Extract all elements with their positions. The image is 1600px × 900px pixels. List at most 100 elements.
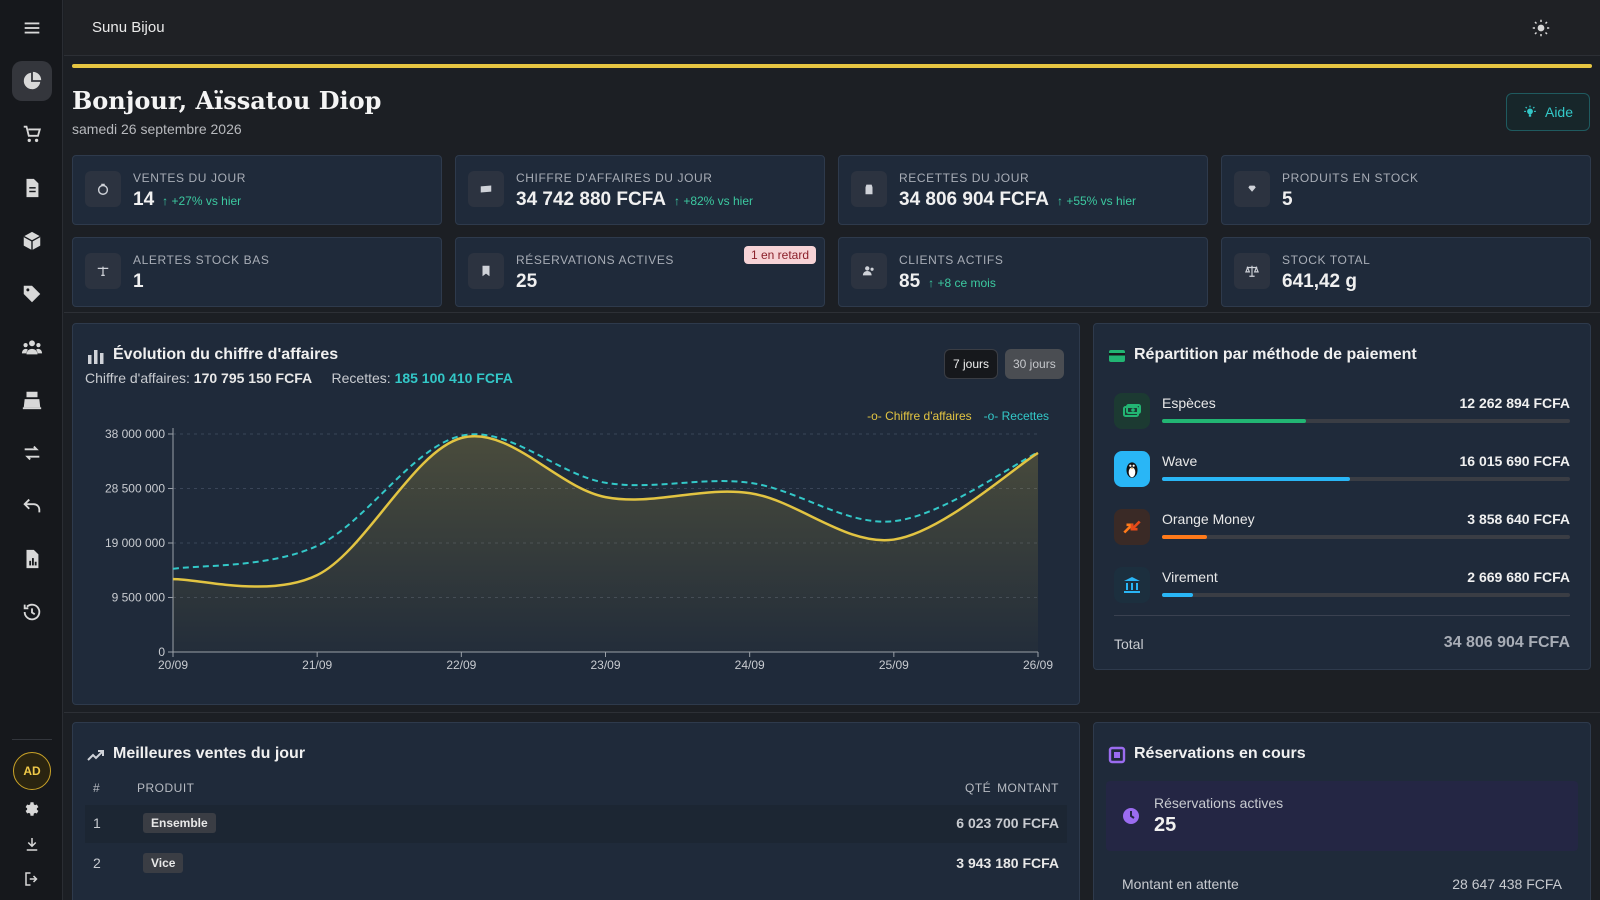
col-header-amount: MONTANT: [997, 781, 1059, 795]
stat-label: Chiffre d'affaires du jour: [516, 171, 713, 185]
users-icon: [21, 340, 43, 355]
chart-legend: -o- Chiffre d'affaires -o- Recettes: [867, 409, 1049, 423]
payment-bar: [1162, 593, 1570, 597]
stat-card-revenue: Chiffre d'affaires du jour 34 742 880 FC…: [455, 155, 825, 225]
sidebar-item-products[interactable]: [12, 221, 52, 261]
bar-chart-icon: [88, 350, 104, 364]
sun-icon: [1532, 19, 1550, 37]
payment-amount: 12 262 894 FCFA: [1459, 395, 1570, 411]
tab-7-days[interactable]: 7 jours: [944, 349, 999, 379]
reservations-title: Réservations en cours: [1134, 745, 1306, 762]
pie-chart-icon: [23, 71, 42, 90]
stat-value: 25: [516, 271, 538, 292]
payment-total-label: Total: [1114, 636, 1144, 652]
avatar[interactable]: AD: [13, 752, 51, 790]
page-date: samedi 26 septembre 2026: [72, 121, 242, 137]
logout-button[interactable]: [12, 859, 52, 899]
scale-icon: [1234, 253, 1270, 289]
stat-trend: ↑ +82% vs hier: [673, 194, 754, 208]
table-row[interactable]: 2 Vice 3 943 180 FCFA: [85, 845, 1067, 883]
y-tick-label: 19 000 000: [105, 536, 165, 550]
pending-amount-value: 28 647 438 FCFA: [1452, 876, 1562, 892]
stat-card-clients: Clients actifs 85 ↑ +8 ce mois: [838, 237, 1208, 307]
cash-icon: [468, 171, 504, 207]
wallet-icon: [851, 171, 887, 207]
transfer-icon: [24, 445, 40, 461]
payment-bar-fill: [1162, 477, 1350, 481]
row-amount: 3 943 180 FCFA: [956, 855, 1059, 871]
sidebar-item-transfers[interactable]: [12, 433, 52, 473]
download-button[interactable]: [12, 824, 52, 864]
row-rank: 1: [93, 815, 101, 831]
legend-ca: -o- Chiffre d'affaires: [867, 409, 972, 423]
active-reservations-value: 25: [1154, 814, 1177, 836]
tab-30-days[interactable]: 30 jours: [1005, 349, 1064, 379]
y-tick-label: 38 000 000: [105, 427, 165, 441]
x-tick-label: 20/09: [158, 658, 188, 672]
topbar: Sunu Bijou: [64, 0, 1600, 56]
page-title: Bonjour, Aïssatou Diop: [72, 86, 382, 115]
series-ca-area: [173, 436, 1038, 652]
reservations-panel: Réservations en cours Réservations activ…: [1093, 722, 1591, 900]
payment-bar: [1162, 535, 1570, 539]
help-button[interactable]: Aide: [1506, 93, 1590, 131]
payment-bar: [1162, 419, 1570, 423]
sidebar-item-dashboard[interactable]: [12, 61, 52, 101]
accent-line: [72, 64, 1592, 68]
payment-method-especes: Espèces 12 262 894 FCFA: [1114, 393, 1570, 439]
table-row[interactable]: 1 Ensemble 6 023 700 FCFA: [85, 805, 1067, 843]
stat-card-products: Produits en stock 5: [1221, 155, 1591, 225]
sidebar-item-sales[interactable]: [12, 114, 52, 154]
stat-value: 14 ↑ +27% vs hier: [133, 189, 242, 210]
bookmark-icon: [468, 253, 504, 289]
stat-value: 5: [1282, 189, 1293, 210]
lightbulb-icon: [1524, 105, 1536, 117]
sidebar-item-returns[interactable]: [12, 486, 52, 526]
payment-panel: Répartition par méthode de paiement Espè…: [1093, 323, 1591, 670]
x-tick-label: 26/09: [1023, 658, 1053, 672]
logout-icon: [25, 872, 38, 886]
sidebar-item-history[interactable]: [12, 592, 52, 632]
sidebar: AD: [0, 0, 63, 900]
pending-amount-label: Montant en attente: [1122, 876, 1239, 892]
penguin-icon: [1114, 451, 1150, 487]
active-reservations-box[interactable]: Réservations actives 25: [1106, 781, 1578, 851]
payment-total-divider: [1114, 615, 1570, 616]
stat-label: Produits en stock: [1282, 171, 1419, 185]
stat-value: 1: [133, 271, 144, 292]
stat-card-receipts: Recettes du jour 34 806 904 FCFA ↑ +55% v…: [838, 155, 1208, 225]
payment-bar-fill: [1162, 535, 1208, 539]
return-icon: [23, 498, 41, 513]
sidebar-item-categories[interactable]: [12, 274, 52, 314]
gear-icon: [25, 802, 39, 816]
stat-label: Clients actifs: [899, 253, 1004, 267]
stat-trend: ↑ +8 ce mois: [928, 276, 996, 290]
stat-trend: ↑ +55% vs hier: [1056, 194, 1137, 208]
box-icon: [23, 231, 41, 251]
settings-button[interactable]: [12, 789, 52, 829]
orange-money-icon: [1114, 509, 1150, 545]
theme-toggle-button[interactable]: [1530, 17, 1552, 39]
y-tick-label: 28 500 000: [105, 482, 165, 496]
payment-amount: 2 669 680 FCFA: [1467, 569, 1570, 585]
series-ca-line: [172, 435, 1039, 588]
sidebar-item-clients[interactable]: [12, 327, 52, 367]
sidebar-item-invoices[interactable]: [12, 168, 52, 208]
payment-name: Orange Money: [1162, 511, 1255, 527]
menu-toggle-button[interactable]: [12, 8, 52, 48]
stat-value: 85 ↑ +8 ce mois: [899, 271, 996, 292]
payment-total-value: 34 806 904 FCFA: [1443, 634, 1570, 651]
payment-amount: 3 858 640 FCFA: [1467, 511, 1570, 527]
payment-method-orange-money: Orange Money 3 858 640 FCFA: [1114, 509, 1570, 555]
clients-icon: [851, 253, 887, 289]
stat-trend: ↑ +27% vs hier: [162, 194, 242, 208]
report-icon: [26, 549, 39, 569]
series-recettes-line: [172, 433, 1039, 570]
revenue-title: Évolution du chiffre d'affaires: [113, 346, 339, 363]
payment-amount: 16 015 690 FCFA: [1459, 453, 1570, 469]
sidebar-item-register[interactable]: [12, 380, 52, 420]
row-amount: 6 023 700 FCFA: [956, 815, 1059, 831]
sales-icon: [85, 171, 121, 207]
clock-icon: [1123, 808, 1139, 824]
sidebar-item-reports[interactable]: [12, 539, 52, 579]
